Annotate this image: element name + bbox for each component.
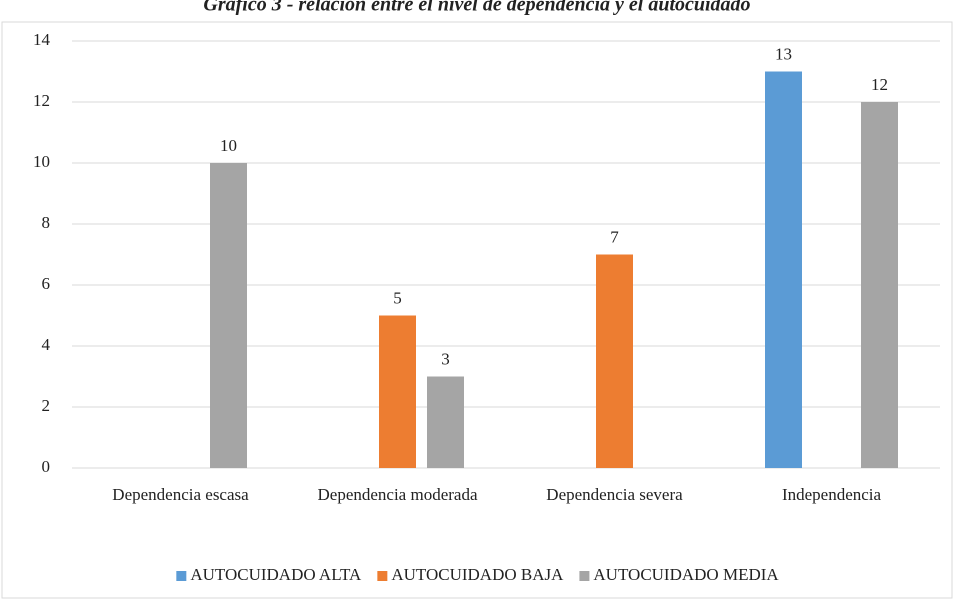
- y-tick-label: 12: [33, 91, 50, 110]
- x-tick-label: Dependencia moderada: [317, 485, 478, 504]
- data-label: 5: [393, 288, 402, 307]
- y-tick-label: 14: [33, 30, 51, 49]
- x-tick-label: Dependencia escasa: [112, 485, 249, 504]
- bar: [427, 376, 464, 468]
- data-label: 13: [775, 44, 792, 63]
- chart-title: Gráfico 3 - relación entre el nivel de d…: [203, 0, 750, 16]
- data-label: 7: [610, 227, 619, 246]
- legend-swatch: [579, 571, 590, 581]
- y-tick-label: 6: [42, 274, 51, 293]
- y-tick-label: 2: [42, 396, 51, 415]
- data-label: 10: [220, 136, 237, 155]
- y-tick-label: 0: [42, 457, 51, 476]
- bar: [379, 315, 416, 468]
- x-tick-label: Dependencia severa: [546, 485, 683, 504]
- y-tick-label: 4: [42, 335, 51, 354]
- legend-label: AUTOCUIDADO ALTA: [190, 565, 362, 584]
- bar: [210, 163, 247, 468]
- x-tick-label: Independencia: [781, 485, 882, 504]
- legend-swatch: [176, 571, 187, 581]
- y-tick-label: 8: [42, 213, 51, 232]
- legend-swatch: [377, 571, 388, 581]
- legend-label: AUTOCUIDADO BAJA: [391, 565, 564, 584]
- bar: [596, 254, 633, 468]
- legend-label: AUTOCUIDADO MEDIA: [593, 565, 779, 584]
- data-label: 12: [871, 75, 888, 94]
- bar: [861, 102, 898, 468]
- chart-border: [1, 21, 953, 599]
- bar: [765, 71, 802, 468]
- y-tick-label: 10: [33, 152, 50, 171]
- data-label: 3: [441, 349, 450, 368]
